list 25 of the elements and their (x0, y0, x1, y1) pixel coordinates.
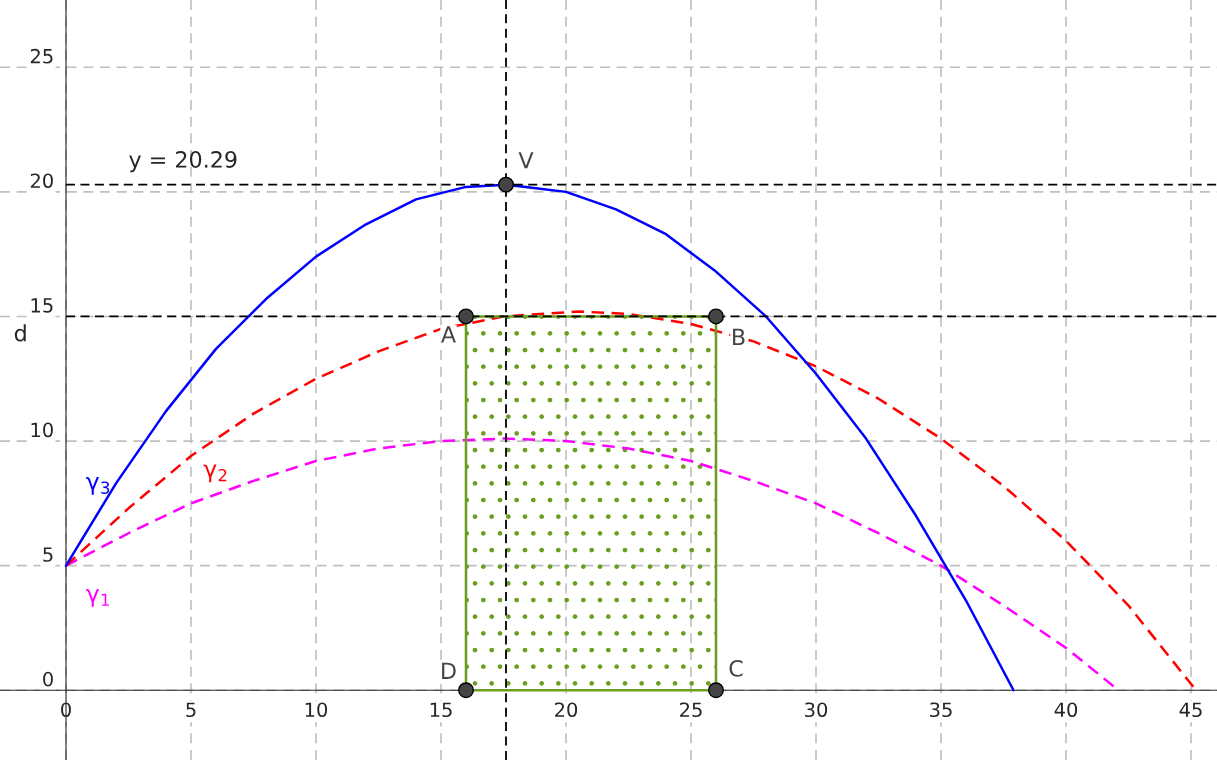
x-tick-label: 30 (805, 702, 828, 718)
annotation: A (441, 326, 456, 343)
series-label: γ$_{3}$ (86, 476, 110, 495)
y-tick-label: 20 (30, 173, 53, 189)
annotation: D (442, 662, 456, 679)
annotation: B (733, 328, 745, 346)
x-tick-label: 20 (555, 702, 578, 718)
annotation: V (518, 152, 534, 169)
x-tick-label: 40 (1054, 702, 1078, 718)
series-label: γ$_{2}$ (203, 464, 227, 483)
x-tick-label: 25 (680, 702, 702, 718)
x-tick-label: 5 (186, 702, 196, 718)
series-label: γ$_{1}$ (86, 589, 109, 607)
y-tick-label: 25 (30, 48, 53, 64)
annotation: C (729, 659, 743, 677)
y-axis-title: d (14, 324, 26, 342)
ref-line-label: y = 20.29 (129, 151, 237, 173)
y-tick-label: 15 (31, 298, 53, 313)
x-tick-label: 45 (1179, 702, 1202, 718)
y-tick-label: 10 (31, 422, 53, 438)
y-tick-label: 0 (43, 671, 53, 687)
y-tick-label: 5 (43, 547, 53, 562)
x-tick-label: 10 (305, 702, 328, 718)
x-tick-label: 15 (430, 702, 452, 718)
x-tick-label: 35 (930, 702, 952, 718)
